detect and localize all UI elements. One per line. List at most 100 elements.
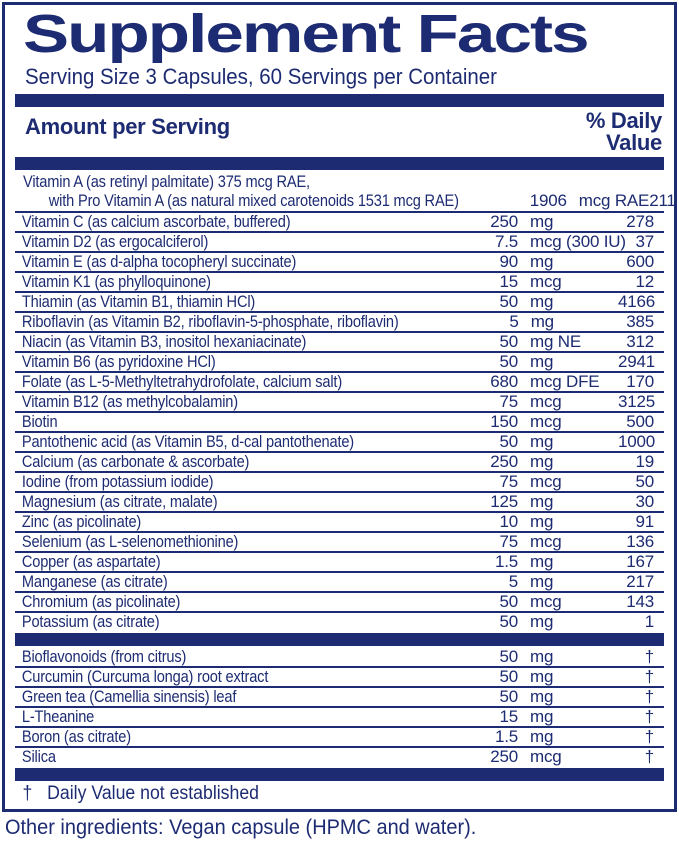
ingredient-name: Vitamin C (as calcium ascorbate, buffere… [21,212,291,231]
ingredient-daily-value: 37 [635,232,654,251]
ingredient-daily-value: 500 [626,412,654,431]
ingredient-name: Vitamin E (as d-alpha tocopheryl succina… [21,252,297,271]
ingredient-daily-value: 278 [626,212,654,231]
divider-bar-header [15,157,664,170]
amount-per-serving-heading: Amount per Serving [25,114,230,139]
ingredient-unit: mg [530,727,554,746]
ingredient-daily-value: 19 [635,452,654,471]
ingredient-daily-value: 1 [644,612,654,631]
daily-value-heading-line2: Value [606,130,662,155]
table-row: Chromium (as picolinate) 50 mcg 143 [15,591,664,611]
ingredient-unit: mg [530,352,554,371]
table-row: Vitamin C (as calcium ascorbate, buffere… [15,211,664,231]
ingredient-name: Iodine (from potassium iodide) [21,472,214,491]
table-row: Riboflavin (as Vitamin B2, riboflavin-5-… [15,311,664,331]
ingredient-name: Chromium (as picolinate) [21,592,181,611]
daily-value-heading-line1: % Daily [585,108,662,133]
table-row: Bioflavonoids (from citrus) 50 mg † [15,648,664,666]
ingredient-name: Riboflavin (as Vitamin B2, riboflavin-5-… [21,312,399,331]
ingredient-amount: 50 [499,332,518,351]
table-row: Zinc (as picolinate) 10 mg 91 [15,511,664,531]
other-ingredients-line: Other ingredients: Vegan capsule (HPMC a… [5,816,477,839]
ingredient-amount: 15 [499,272,518,291]
ingredient-amount: 680 [490,372,518,391]
ingredient-daily-value: 4166 [618,292,656,311]
ingredient-daily-value: 30 [635,492,654,511]
ingredient-unit: mg [530,252,554,271]
footnote: † Daily Value not established [15,781,619,807]
ingredient-name: Boron (as citrate) [21,727,131,746]
ingredient-amount: 125 [490,492,518,511]
table-row: Vitamin E (as d-alpha tocopheryl succina… [15,251,664,271]
table-row: Copper (as aspartate) 1.5 mg 167 [15,551,664,571]
ingredient-unit: mg [530,612,554,631]
table-row: Vitamin B6 (as pyridoxine HCl) 50 mg 294… [15,351,664,371]
ingredient-unit: mcg [530,592,562,611]
ingredient-name: Manganese (as citrate) [21,572,168,591]
ingredient-name: Vitamin K1 (as phylloquinone) [21,272,211,291]
ingredient-daily-value: † [644,667,654,686]
ingredient-unit: mg [530,687,554,706]
ingredient-daily-value: 2941 [618,352,656,371]
ingredient-amount: 250 [490,212,518,231]
ingredient-amount: 75 [499,532,518,551]
ingredient-amount: 50 [499,667,518,686]
ingredient-daily-value: † [644,687,654,706]
ingredient-unit: mg NE [530,332,581,351]
ingredient-amount: 50 [499,687,518,706]
ingredient-name: Biotin [21,412,58,431]
ingredient-name: Folate (as L-5-Methyltetrahydrofolate, c… [21,372,343,391]
table-row: Vitamin B12 (as methylcobalamin) 75 mcg … [15,391,664,411]
ingredient-daily-value: † [644,747,654,766]
ingredient-unit: mg [530,492,554,511]
ingredient-name: L-Theanine [21,707,95,726]
ingredient-daily-value: † [644,727,654,746]
table-row: Green tea (Camellia sinensis) leaf 50 mg… [15,686,664,706]
footnote-text: Daily Value not established [47,783,260,804]
table-row: Niacin (as Vitamin B3, inositol hexaniac… [15,331,664,351]
ingredient-name: Bioflavonoids (from citrus) [21,647,187,666]
ingredient-amount: 250 [490,452,518,471]
ingredient-amount: 50 [499,432,518,451]
table-row: Biotin 150 mcg 500 [15,411,664,431]
table-row: Calcium (as carbonate & ascorbate) 250 m… [15,451,664,471]
table-row: Vitamin D2 (as ergocalciferol) 7.5 mcg (… [15,231,664,251]
ingredient-daily-value: 385 [626,312,654,331]
table-row: Iodine (from potassium iodide) 75 mcg 50 [15,471,664,491]
table-row: Manganese (as citrate) 5 mg 217 [15,571,664,591]
ingredient-amount: 1906 [529,191,567,210]
ingredient-amount: 75 [499,392,518,411]
ingredient-amount: 15 [499,707,518,726]
ingredient-name: Magnesium (as citrate, malate) [21,492,218,511]
ingredient-name: Vitamin B6 (as pyridoxine HCl) [21,352,216,371]
ingredient-unit: mg [530,512,554,531]
ingredient-name: Niacin (as Vitamin B3, inositol hexaniac… [21,332,307,351]
ingredient-amount: 75 [499,472,518,491]
ingredient-name: Potassium (as citrate) [21,612,160,631]
ingredient-amount: 50 [499,292,518,311]
ingredient-unit: mg [530,212,554,231]
ingredient-unit: mg [530,552,554,571]
ingredient-daily-value: 600 [626,252,654,271]
ingredient-name: Zinc (as picolinate) [21,512,142,531]
ingredient-daily-value: 143 [626,592,654,611]
table-row: Curcumin (Curcuma longa) root extract 50… [15,666,664,686]
ingredient-daily-value: 91 [635,512,654,531]
ingredient-daily-value: 312 [626,332,654,351]
divider-bar-other-section [15,633,664,646]
ingredient-unit: mcg [530,392,562,411]
ingredient-daily-value: 167 [626,552,654,571]
ingredient-unit: mcg (300 IU) [530,232,626,251]
ingredient-name: Green tea (Camellia sinensis) leaf [21,687,237,706]
table-row: Folate (as L-5-Methyltetrahydrofolate, c… [15,371,664,391]
table-row: Selenium (as L-selenomethionine) 75 mcg … [15,531,664,551]
ingredient-name: Selenium (as L-selenomethionine) [21,532,239,551]
divider-bar-bottom [15,768,664,781]
ingredient-unit: mcg [530,747,562,766]
ingredient-name: Vitamin D2 (as ergocalciferol) [21,232,209,251]
ingredient-daily-value: 50 [635,472,654,491]
ingredient-name: Curcumin (Curcuma longa) root extract [21,667,269,686]
ingredient-daily-value: 3125 [618,392,656,411]
ingredient-name: Copper (as aspartate) [21,552,161,571]
ingredient-unit: mg [530,452,554,471]
